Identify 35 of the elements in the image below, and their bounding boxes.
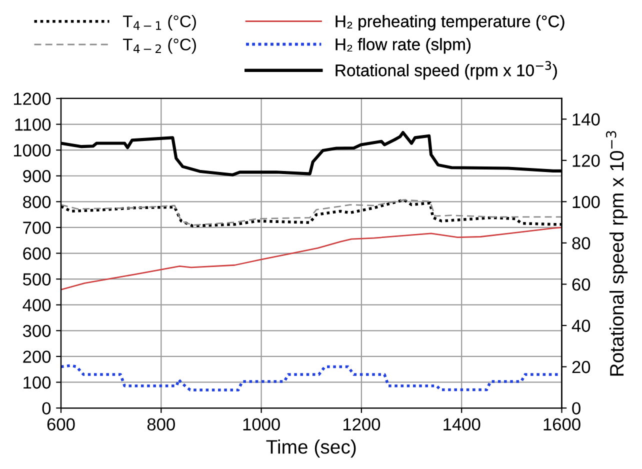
y2-tick-label: 0 — [572, 402, 580, 414]
x-axis-title: Time (sec) — [266, 439, 356, 458]
y2-tick-label: 40 — [572, 320, 590, 332]
x-tick-label: 1400 — [444, 418, 480, 431]
y2-tick-label: 120 — [572, 154, 600, 167]
y-tick-label: 800 — [23, 196, 51, 208]
y-tick-label: 1100 — [15, 118, 51, 131]
y-tick-label: 700 — [23, 222, 51, 234]
x-tick-label: 1000 — [243, 418, 280, 431]
y2-tick-label: 140 — [572, 113, 600, 126]
y-tick-label: 1200 — [14, 92, 51, 105]
y-tick-label: 300 — [22, 324, 51, 338]
legend-label: H₂ preheating temperature (°C) — [336, 15, 564, 31]
x-tick-label: 1200 — [343, 418, 380, 431]
y2-axis-title: Rotational speed rpm x 10$^{−3}$ — [606, 131, 628, 376]
legend-label: Rotational speed (rpm x 10$^{−3}$) — [336, 61, 557, 80]
y-tick-label: 400 — [22, 299, 51, 312]
y2-tick-label: 80 — [572, 237, 590, 250]
y-tick-label: 900 — [23, 170, 51, 182]
y2-tick-label: 100 — [572, 196, 600, 208]
x-tick-label: 1600 — [544, 418, 580, 431]
y-tick-label: 0 — [42, 402, 51, 414]
legend-label: T$_{4−2}$ (°C) — [122, 38, 196, 54]
y-tick-label: 600 — [23, 247, 51, 260]
y2-tick-label: 20 — [572, 360, 590, 374]
y-tick-label: 200 — [23, 350, 51, 363]
legend-label: H₂ flow rate (slpm) — [336, 38, 470, 54]
y-tick-label: 500 — [23, 273, 51, 286]
y2-tick-label: 60 — [572, 278, 590, 291]
y-tick-label: 100 — [24, 376, 51, 389]
y-tick-label: 1000 — [14, 144, 51, 157]
x-tick-label: 800 — [147, 418, 175, 431]
line-series — [60, 226, 562, 290]
legend-label: T$_{4−1}$ (°C) — [122, 15, 196, 31]
x-tick-label: 600 — [47, 418, 75, 431]
